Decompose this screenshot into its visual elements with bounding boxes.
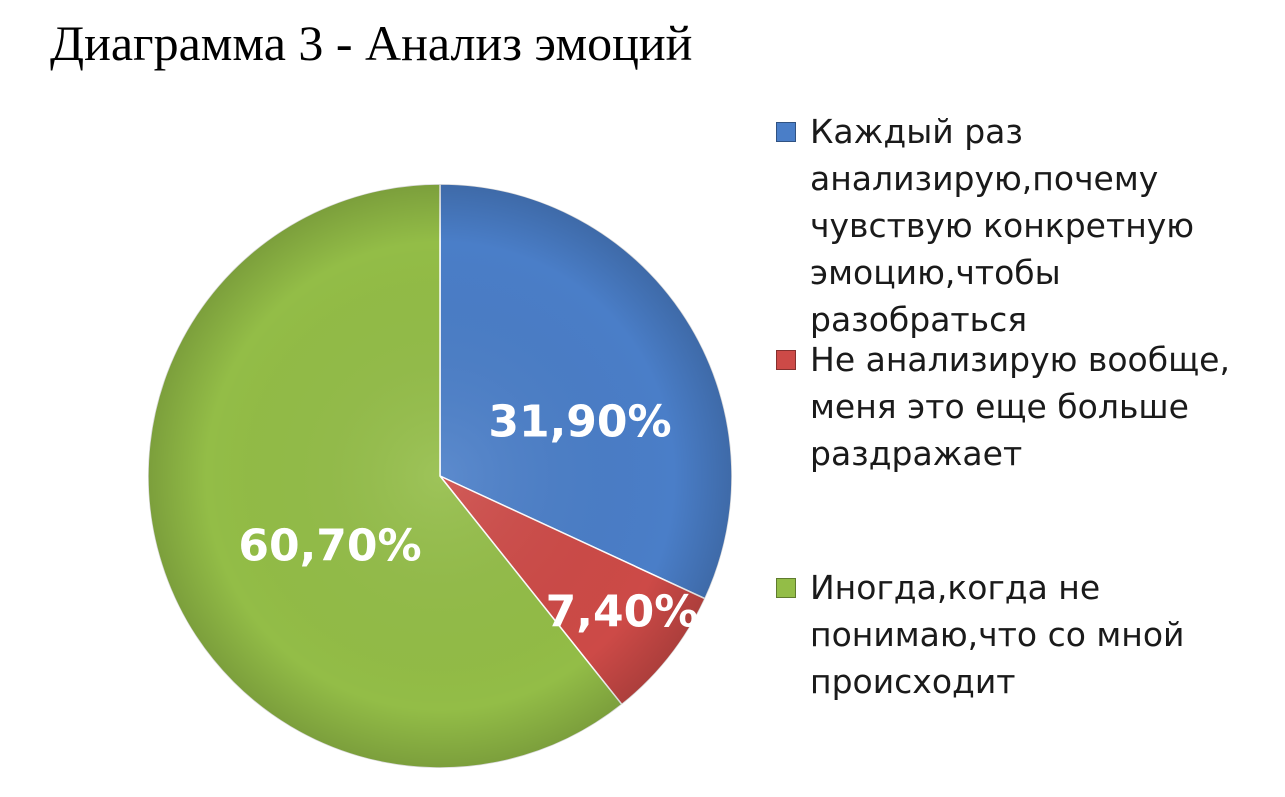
pie-labels: 31,90% 7,40% 60,70% [238, 397, 698, 638]
pie-label-1: 7,40% [546, 587, 699, 638]
legend-swatch-2 [776, 578, 796, 598]
legend-swatch-1 [776, 350, 796, 370]
pie-slices [147, 183, 733, 769]
legend-label-2: Иногда,когда не понимаю,что со мной прои… [810, 568, 1185, 701]
chart-title: Диаграмма 3 - Анализ эмоций [50, 15, 693, 71]
legend-label-1: Не анализирую вообще, меня это еще больш… [810, 340, 1230, 473]
pie-label-0: 31,90% [488, 397, 671, 448]
legend-swatch-0 [776, 122, 796, 142]
pie-label-2: 60,70% [238, 521, 421, 572]
legend-label-0: Каждый раз анализирую,почему чувствую ко… [810, 112, 1195, 339]
